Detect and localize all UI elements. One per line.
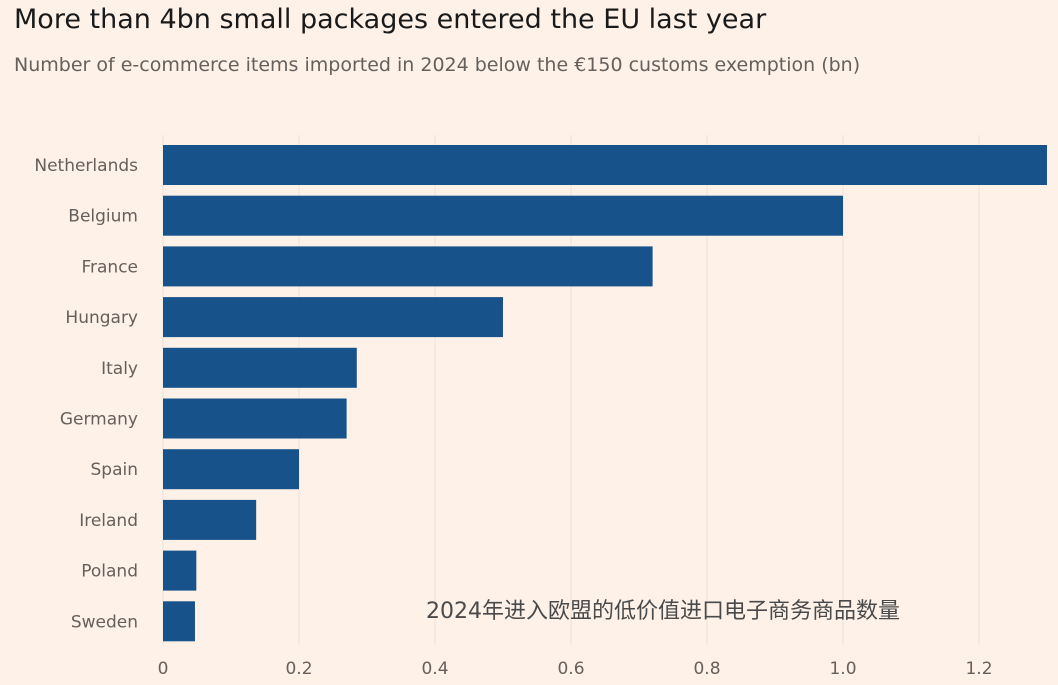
x-tick-label: 0.6 [557, 659, 584, 679]
x-tick-label: 1.2 [965, 659, 992, 679]
x-tick-label: 1.0 [829, 659, 856, 679]
category-label: Ireland [79, 511, 138, 531]
bar-france [163, 246, 653, 287]
bar-ireland [163, 499, 257, 540]
bar-belgium [163, 195, 843, 236]
bar-germany [163, 398, 347, 439]
category-label: Spain [91, 460, 139, 480]
chart-subtitle: Number of e-commerce items imported in 2… [14, 54, 861, 76]
bar-spain [163, 449, 299, 490]
chart-title: More than 4bn small packages entered the… [14, 4, 767, 35]
category-label: Netherlands [34, 156, 138, 176]
category-label: Poland [81, 562, 138, 582]
caption-overlay: 2024年进入欧盟的低价值进口电子商务商品数量 [426, 599, 900, 624]
category-label: Sweden [71, 612, 138, 632]
x-tick-label: 0.2 [285, 659, 312, 679]
x-tick-label: 0.8 [693, 659, 720, 679]
category-label: Belgium [68, 207, 138, 227]
bar-italy [163, 347, 357, 388]
bar-hungary [163, 297, 503, 338]
x-tick-label: 0.4 [421, 659, 448, 679]
category-label: Italy [101, 359, 138, 379]
category-label: Germany [60, 410, 138, 430]
bar-poland [163, 550, 197, 591]
bar-netherlands [163, 145, 1047, 185]
bar-sweden [163, 601, 195, 642]
category-label: France [81, 257, 138, 277]
category-label: Hungary [65, 308, 138, 328]
x-tick-label: 0 [158, 659, 169, 679]
